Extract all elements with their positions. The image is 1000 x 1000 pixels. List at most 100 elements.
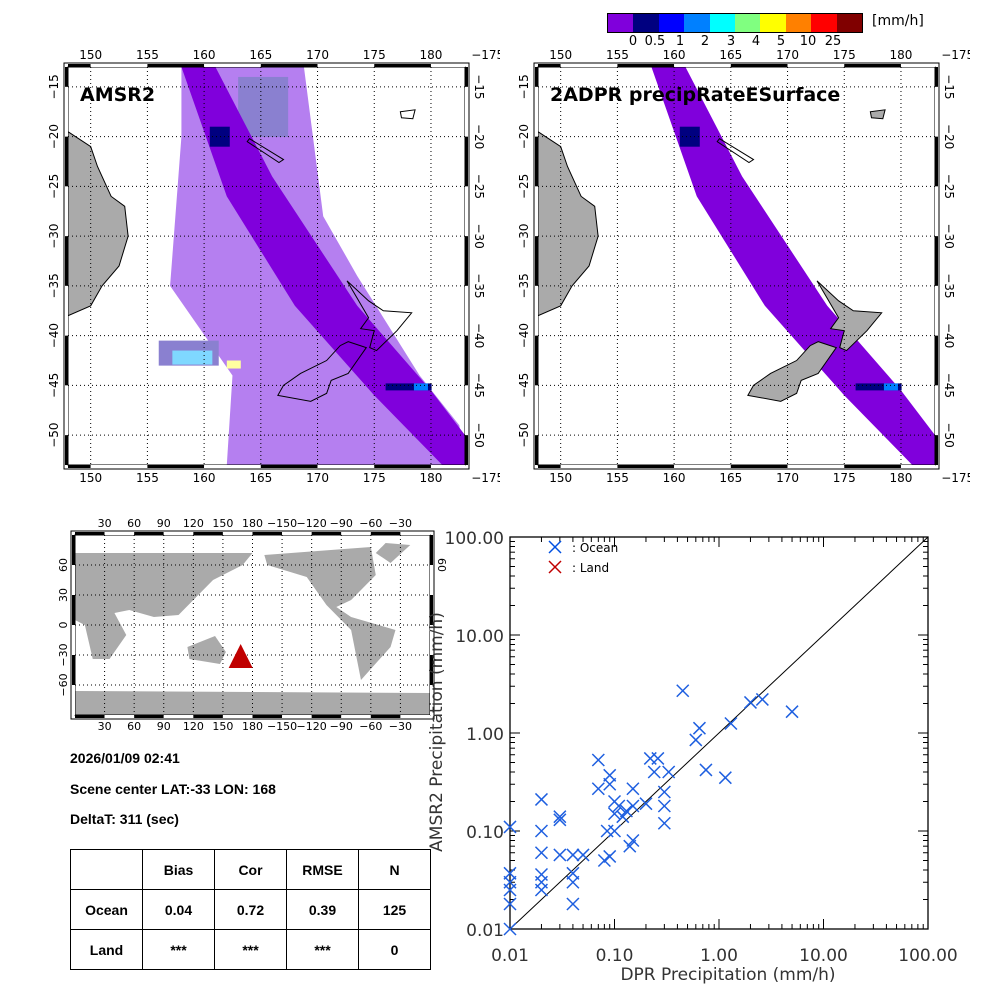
lon-tick-label-top: 165 bbox=[719, 48, 742, 62]
map-border-segment bbox=[935, 385, 938, 436]
colorbar-swatch bbox=[785, 14, 812, 32]
stats-header-cell: N bbox=[358, 849, 431, 890]
x-stroke bbox=[576, 848, 590, 862]
x-tick-label: 10.00 bbox=[799, 946, 848, 966]
lat-tick-label-right: −20 bbox=[472, 124, 486, 149]
map-border-segment bbox=[65, 285, 68, 336]
x-stroke bbox=[692, 721, 706, 735]
map-border-segment bbox=[163, 715, 194, 718]
x-stroke bbox=[534, 792, 548, 806]
lon-tick-label-top: −150 bbox=[267, 517, 297, 530]
lon-tick-label-bottom: 165 bbox=[719, 471, 742, 485]
lon-tick-label-top: 165 bbox=[249, 48, 272, 62]
map-border-segment bbox=[935, 186, 938, 237]
stats-cell: 0.04 bbox=[142, 889, 215, 930]
lon-tick-label-top: 170 bbox=[776, 48, 799, 62]
map-border-segment bbox=[147, 465, 205, 468]
map-border-segment bbox=[900, 64, 935, 67]
x-stroke bbox=[619, 804, 633, 818]
lat-tick-label-left: −20 bbox=[517, 124, 531, 149]
map-border-segment bbox=[465, 435, 468, 465]
map-border-segment bbox=[538, 465, 561, 468]
scatter-point-ocean bbox=[692, 721, 706, 735]
x-stroke bbox=[607, 824, 622, 838]
x-stroke bbox=[699, 763, 713, 777]
scatter-point-ocean bbox=[626, 799, 640, 813]
scatter-point-ocean bbox=[657, 799, 671, 813]
lon-tick-label-bottom: 150 bbox=[79, 471, 102, 485]
lon-tick-label-top: 160 bbox=[663, 48, 686, 62]
lon-tick-label-bottom: 30 bbox=[98, 720, 112, 733]
x-tick-label: 0.10 bbox=[596, 946, 634, 966]
lat-tick-label-left: 60 bbox=[57, 558, 70, 572]
stats-row-ocean: Ocean 0.04 0.72 0.39 125 bbox=[70, 889, 431, 930]
scatter-point-ocean bbox=[553, 813, 567, 827]
x-stroke bbox=[647, 765, 661, 779]
map-border-segment bbox=[193, 532, 223, 535]
map-border-segment bbox=[430, 595, 433, 625]
scatter-point-ocean bbox=[755, 692, 769, 706]
map-border-segment bbox=[260, 64, 318, 67]
x-stroke bbox=[616, 810, 630, 824]
x-stroke bbox=[503, 866, 517, 880]
legend-ocean-label: : Ocean bbox=[572, 541, 618, 555]
x-stroke bbox=[603, 768, 617, 782]
map-border-segment bbox=[75, 715, 105, 718]
x-stroke bbox=[718, 771, 732, 785]
map-border-segment bbox=[465, 236, 468, 286]
scatter-point-ocean bbox=[626, 782, 640, 796]
scene-location-marker-icon bbox=[228, 644, 253, 668]
lat-tick-label-left: −60 bbox=[57, 673, 70, 696]
map-border-segment bbox=[72, 685, 75, 715]
lon-tick-label-top: 90 bbox=[157, 517, 171, 530]
x-tick-label: 0.01 bbox=[491, 946, 529, 966]
scene-center-label: Scene center LAT:-33 LON: 168 bbox=[70, 781, 276, 797]
map-title: 2ADPR precipRateESurface bbox=[550, 84, 840, 106]
y-axis-label: AMSR2 Precipitation (mm/h) bbox=[427, 612, 447, 852]
lat-tick-label-right: −30 bbox=[942, 223, 956, 248]
map-border-segment bbox=[65, 236, 68, 286]
scatter-point-ocean bbox=[785, 705, 799, 719]
x-stroke bbox=[503, 922, 517, 936]
map-border-segment bbox=[535, 335, 538, 386]
lat-tick-label-left: 0 bbox=[57, 622, 70, 629]
map-border-segment bbox=[90, 64, 148, 67]
lon-tick-label-top: −90 bbox=[330, 517, 353, 530]
colorbar-tick-label: 25 bbox=[824, 34, 842, 49]
colorbar-swatch bbox=[811, 14, 837, 32]
stats-row-land: Land *** *** *** 0 bbox=[70, 929, 431, 970]
x-stroke bbox=[743, 695, 757, 709]
map-title: AMSR2 bbox=[80, 84, 155, 106]
lon-tick-label-bottom: 160 bbox=[663, 471, 686, 485]
map-border-segment bbox=[935, 285, 938, 336]
greenland bbox=[375, 543, 411, 563]
heavy-precip-band bbox=[413, 383, 428, 391]
map-border-segment bbox=[317, 465, 375, 468]
map-border-segment bbox=[430, 565, 433, 595]
map-border-segment bbox=[535, 435, 538, 465]
map-border-segment bbox=[72, 595, 75, 625]
map-border-segment bbox=[65, 385, 68, 436]
map-border-segment bbox=[104, 532, 135, 535]
map-border-segment bbox=[730, 465, 788, 468]
x-stroke bbox=[626, 799, 640, 813]
map-border-segment bbox=[311, 532, 342, 535]
lon-tick-label-bottom: 150 bbox=[212, 720, 233, 733]
lon-tick-label-bottom: 165 bbox=[249, 471, 272, 485]
colorbar-tick-label: 10 bbox=[799, 34, 817, 49]
y-tick-label: 0.01 bbox=[466, 921, 504, 941]
colorbar-tick-label: 4 bbox=[751, 34, 761, 49]
lat-tick-label-left: −45 bbox=[47, 373, 61, 398]
map-border-segment bbox=[844, 64, 901, 67]
colorbar-tick-label: 1 bbox=[675, 34, 685, 49]
map-border-segment bbox=[72, 565, 75, 595]
lon-tick-label-bottom: 150 bbox=[549, 471, 572, 485]
y-tick-label: 1.00 bbox=[466, 725, 504, 745]
lat-tick-label-right: −40 bbox=[942, 323, 956, 348]
lon-tick-label-top: 30 bbox=[98, 517, 112, 530]
x-stroke bbox=[591, 753, 605, 767]
scatter-point-ocean bbox=[566, 848, 580, 862]
one-to-one-line bbox=[509, 536, 929, 930]
lat-tick-label-right: −50 bbox=[942, 422, 956, 447]
map-border-segment bbox=[65, 86, 68, 137]
